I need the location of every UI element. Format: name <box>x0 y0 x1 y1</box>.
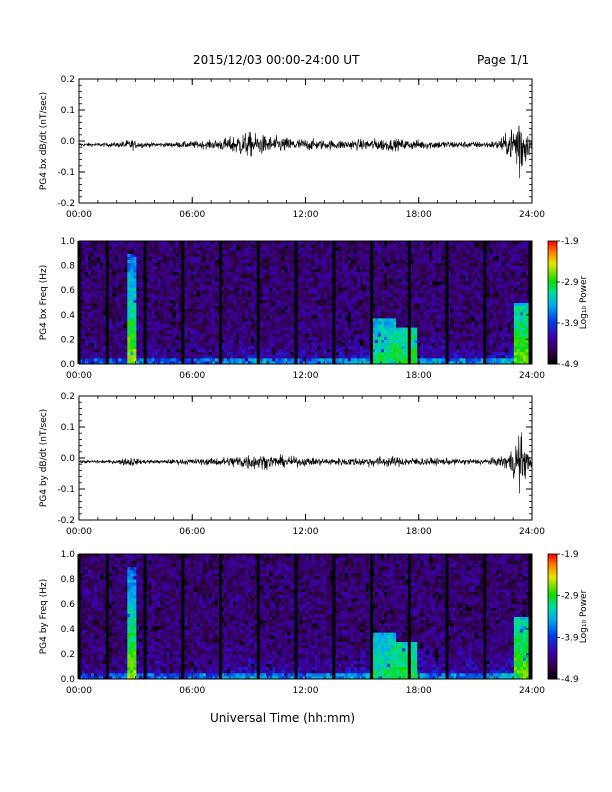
colorbar-tick-label: -3.9 <box>561 319 579 329</box>
data-gap-bar <box>407 241 411 364</box>
y-tick-label: 0.0 <box>61 454 76 464</box>
colorbar-tick-label: -1.9 <box>561 237 579 247</box>
data-gap-bar <box>528 241 532 364</box>
series-line-1 <box>78 125 533 179</box>
y-tick-label: 0.2 <box>61 335 75 345</box>
data-gap-bar <box>143 554 147 679</box>
y-tick-label: 0.8 <box>61 262 76 272</box>
y-tick-label: 0.0 <box>61 137 76 147</box>
y-tick-label: 0.2 <box>61 75 75 85</box>
x-tick-label: 00:00 <box>66 210 92 220</box>
colorbar-frame <box>547 240 558 365</box>
colorbar-tick-label: -1.9 <box>561 550 579 560</box>
colorbar-label: Log₁₀ Power <box>579 590 589 644</box>
panel-2-axes: 1.0 0.8 0.6 0.4 0.2 0.000:00 06:00 12:00 18:00 24… <box>39 237 545 381</box>
colorbar-tick-label: -4.9 <box>561 360 579 370</box>
data-gap-bar <box>528 554 532 679</box>
data-gap-bar <box>370 554 374 679</box>
x-tick-label: 12:00 <box>293 527 319 537</box>
y-tick-label: 1.0 <box>61 237 76 247</box>
data-gap-bar <box>143 241 147 364</box>
data-gap-bar <box>332 554 336 679</box>
y-tick-label: -0.2 <box>57 516 75 526</box>
colorbar-tick-label: -2.9 <box>561 278 579 288</box>
x-tick-label: 00:00 <box>66 686 92 696</box>
x-tick-label: 06:00 <box>179 686 205 696</box>
y-tick-label: 0.1 <box>61 423 75 433</box>
data-gap-bar <box>219 241 223 364</box>
panel-frame <box>78 395 533 521</box>
x-tick-label: 12:00 <box>293 210 319 220</box>
data-gap-bar <box>483 554 487 679</box>
data-gap-bar <box>294 554 298 679</box>
colorbar-frame <box>547 553 558 680</box>
y-tick-label: 0.1 <box>61 106 75 116</box>
data-gap-bar <box>445 241 449 364</box>
y-axis-label: PG4 by Freq (Hz) <box>39 579 49 655</box>
x-tick-label: 18:00 <box>406 686 432 696</box>
data-gap-bar <box>256 554 260 679</box>
x-tick-label: 06:00 <box>179 210 205 220</box>
x-tick-label: 18:00 <box>406 371 432 381</box>
colorbar-label: Log₁₀ Power <box>579 276 589 330</box>
heatmap-cells-4 <box>77 554 533 680</box>
heatmap-cells-2 <box>77 241 533 365</box>
y-axis-label: PG4 bx dB/dt (nT/sec) <box>39 92 49 190</box>
x-tick-label: 00:00 <box>66 371 92 381</box>
x-tick-label: 12:00 <box>293 686 319 696</box>
data-gap-bar <box>370 241 374 364</box>
y-tick-label: 0.8 <box>61 575 76 585</box>
data-gap-bar <box>407 554 411 679</box>
header-page-number: Page 1/1 <box>477 53 530 67</box>
x-tick-label: 12:00 <box>293 371 319 381</box>
x-tick-label: 06:00 <box>179 371 205 381</box>
colorbar-tick-label: -3.9 <box>561 633 579 643</box>
x-tick-label: 18:00 <box>406 527 432 537</box>
x-tick-label: 06:00 <box>179 527 205 537</box>
data-gap-bar <box>181 241 185 364</box>
y-axis-label: PG4 by dB/dt (nT/sec) <box>39 409 49 507</box>
colorbar-tick-label: -2.9 <box>561 592 579 602</box>
data-gap-bar <box>483 241 487 364</box>
panel-1-axes: 0.2 0.1 0.0 -0.1 -0.200:00 06:00 12:00 18:00 24:… <box>39 75 545 220</box>
x-tick-label: 00:00 <box>66 527 92 537</box>
y-tick-label: -0.1 <box>57 168 75 178</box>
data-gap-bar <box>219 554 223 679</box>
x-tick-label: 24:00 <box>519 371 545 381</box>
y-tick-label: 0.2 <box>61 392 75 402</box>
y-tick-label: 0.0 <box>61 675 76 685</box>
data-gap-bar <box>105 241 109 364</box>
x-axis-title: Universal Time (hh:mm) <box>210 711 356 725</box>
panel-4-axes: 1.0 0.8 0.6 0.4 0.2 0.000:00 06:00 12:00 18:00 24… <box>39 550 545 696</box>
x-tick-label: 18:00 <box>406 210 432 220</box>
y-tick-label: 0.0 <box>61 360 76 370</box>
x-tick-label: 24:00 <box>519 527 545 537</box>
y-axis-label: PG4 bx Freq (Hz) <box>39 265 49 341</box>
data-gap-bar <box>105 554 109 679</box>
y-tick-label: 0.6 <box>61 286 76 296</box>
panel-3-axes: 0.2 0.1 0.0 -0.1 -0.200:00 06:00 12:00 18:00 24:… <box>39 392 545 537</box>
data-gap-bar <box>332 241 336 364</box>
y-tick-label: 0.6 <box>61 600 76 610</box>
x-tick-label: 24:00 <box>519 686 545 696</box>
data-gap-bar <box>181 554 185 679</box>
colorbar-tick-label: -4.9 <box>561 675 579 685</box>
data-gap-bar <box>256 241 260 364</box>
y-tick-label: 0.2 <box>61 650 75 660</box>
y-tick-label: 1.0 <box>61 550 76 560</box>
y-tick-label: -0.2 <box>57 199 75 209</box>
x-tick-label: 24:00 <box>519 210 545 220</box>
data-gap-bar <box>445 554 449 679</box>
header-title: 2015/12/03 00:00-24:00 UT <box>193 53 360 67</box>
y-tick-label: 0.4 <box>61 311 76 321</box>
y-tick-label: 0.4 <box>61 625 76 635</box>
data-gap-bar <box>294 241 298 364</box>
series-line-3 <box>78 432 533 494</box>
y-tick-label: -0.1 <box>57 485 75 495</box>
colorbar-4: -1.9 -2.9 -3.9 -4.9 Log₁₀ Power <box>547 550 589 685</box>
colorbar-2: -1.9 -2.9 -3.9 -4.9 Log₁₀ Power <box>547 237 589 370</box>
